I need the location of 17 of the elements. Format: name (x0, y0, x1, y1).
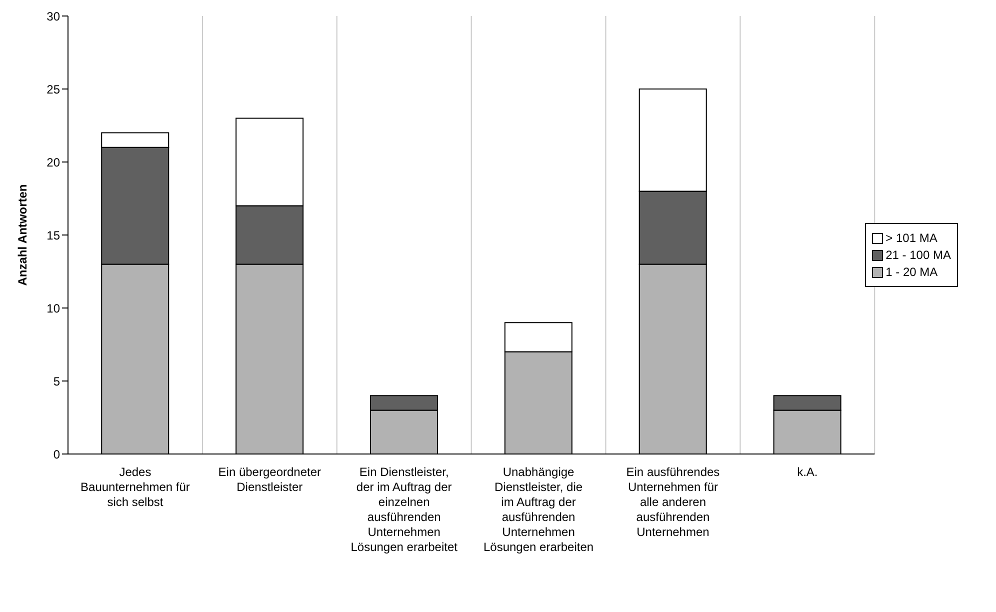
x-tick-label: Ein übergeordneter Dienstleister (218, 465, 322, 494)
x-tick-label: k.A. (797, 465, 818, 479)
x-tick-label: Jedes Bauunternehmen für sich selbst (80, 465, 190, 509)
x-tick-label: Ein Dienstleister, der im Auftrag der einzelnen ausführenden Unternehmen Lösungen erarbeitet (350, 465, 458, 554)
y-axis-title: Anzahl Antworten (15, 184, 30, 286)
x-tick-label: Ein ausführendes Unternehmen für alle anderen ausführenden Unternehmen (626, 465, 720, 539)
y-tick-label: 10 (46, 301, 60, 316)
legend-label: 1 - 20 MA (886, 265, 938, 279)
legend-label: 21 - 100 MA (886, 248, 951, 262)
y-tick-label: 0 (53, 447, 60, 462)
y-tick-label: 15 (46, 228, 60, 242)
y-tick-label: 20 (46, 155, 60, 170)
x-tick-label: Unabhängige Dienstleister, die im Auftrag der ausführenden Unternehmen Lösungen erarbeiten (483, 465, 594, 554)
legend-label: > 101 MA (886, 231, 938, 245)
y-tick-label: 5 (53, 374, 60, 388)
y-tick-label: 25 (46, 82, 60, 96)
y-tick-label: 30 (46, 9, 60, 24)
